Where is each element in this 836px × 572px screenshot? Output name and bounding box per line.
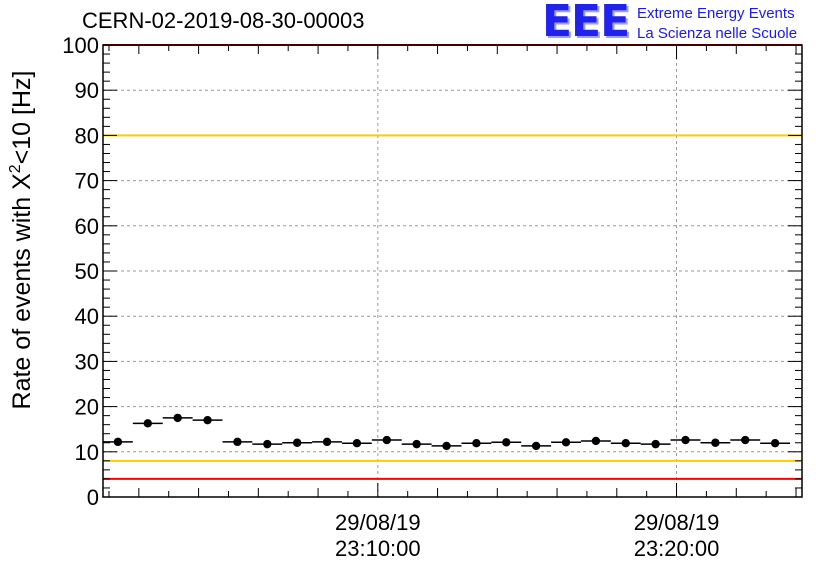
data-marker xyxy=(681,435,690,445)
y-tick-label: 30 xyxy=(75,349,99,374)
y-tick-label: 90 xyxy=(75,78,99,103)
data-marker xyxy=(621,439,630,448)
data-point xyxy=(162,413,193,423)
y-tick-label: 10 xyxy=(75,440,99,465)
logo-line-2: La Scienza nelle Scuole xyxy=(637,25,798,42)
y-tick-label: 40 xyxy=(75,304,99,329)
data-points xyxy=(103,413,791,451)
y-tick-label: 70 xyxy=(75,169,99,194)
data-point xyxy=(730,435,761,445)
y-axis-label-post: <10 [Hz] xyxy=(8,71,36,165)
data-marker xyxy=(651,439,660,449)
data-marker xyxy=(591,436,601,446)
data-marker xyxy=(292,438,302,447)
x-tick-label-time: 23:10:00 xyxy=(335,536,421,561)
x-tick-label-date: 29/08/19 xyxy=(335,510,421,535)
logo-line-1: Extreme Energy Events xyxy=(637,5,795,22)
data-marker xyxy=(502,438,511,447)
data-marker xyxy=(561,438,571,447)
data-point xyxy=(760,439,791,448)
data-marker xyxy=(143,419,153,428)
data-marker xyxy=(741,435,750,445)
data-point xyxy=(610,439,641,448)
data-point xyxy=(132,419,163,428)
data-marker xyxy=(233,437,242,447)
data-marker xyxy=(263,439,272,449)
data-point xyxy=(640,439,671,449)
data-point xyxy=(371,435,402,445)
y-tick-label: 80 xyxy=(75,123,99,148)
y-tick-label: 100 xyxy=(62,33,99,58)
data-marker xyxy=(711,438,720,447)
data-point xyxy=(461,439,492,448)
data-point xyxy=(252,439,283,449)
data-point xyxy=(282,438,313,447)
y-tick-label: 50 xyxy=(75,259,99,284)
data-point xyxy=(431,441,462,451)
axis-ticks xyxy=(103,44,802,498)
y-tick-label: 0 xyxy=(87,485,99,510)
data-point xyxy=(312,437,342,447)
eee-logo: EEE Extreme Energy Events La Scienza nel… xyxy=(542,0,832,47)
data-point xyxy=(521,441,552,451)
data-marker xyxy=(382,435,391,445)
x-tick-label-time: 23:20:00 xyxy=(634,536,720,561)
data-point xyxy=(103,437,133,447)
chart-title: CERN-02-2019-08-30-00003 xyxy=(82,8,365,33)
data-point xyxy=(401,439,432,449)
y-tick-label: 60 xyxy=(75,214,99,239)
data-marker xyxy=(472,439,481,448)
data-marker xyxy=(322,437,332,447)
data-point xyxy=(700,438,731,447)
y-tick-label: 20 xyxy=(75,395,99,420)
data-marker xyxy=(113,437,123,447)
data-point xyxy=(222,437,253,447)
x-tick-label-date: 29/08/19 xyxy=(634,510,720,535)
data-marker xyxy=(412,439,421,449)
grid-layer xyxy=(103,45,802,497)
data-point xyxy=(551,438,581,447)
data-marker xyxy=(770,439,780,448)
y-tick-labels: 0 10 20 30 40 50 60 70 80 90 100 xyxy=(62,33,99,510)
data-marker xyxy=(442,441,451,451)
eee-logo-mark: EEE xyxy=(542,0,630,47)
data-point xyxy=(580,436,611,446)
data-marker xyxy=(352,439,362,448)
data-point xyxy=(491,438,522,447)
data-point xyxy=(192,415,223,425)
data-point xyxy=(341,439,372,448)
y-axis-label-sup: 2 xyxy=(7,164,24,173)
data-marker xyxy=(531,441,541,451)
y-axis-label-pre: Rate of events with X xyxy=(8,173,36,410)
data-point xyxy=(670,435,701,445)
y-axis-label: Rate of events with X2<10 [Hz] xyxy=(7,71,36,410)
data-marker xyxy=(203,415,212,425)
data-marker xyxy=(173,413,182,423)
reference-lines xyxy=(103,44,802,480)
